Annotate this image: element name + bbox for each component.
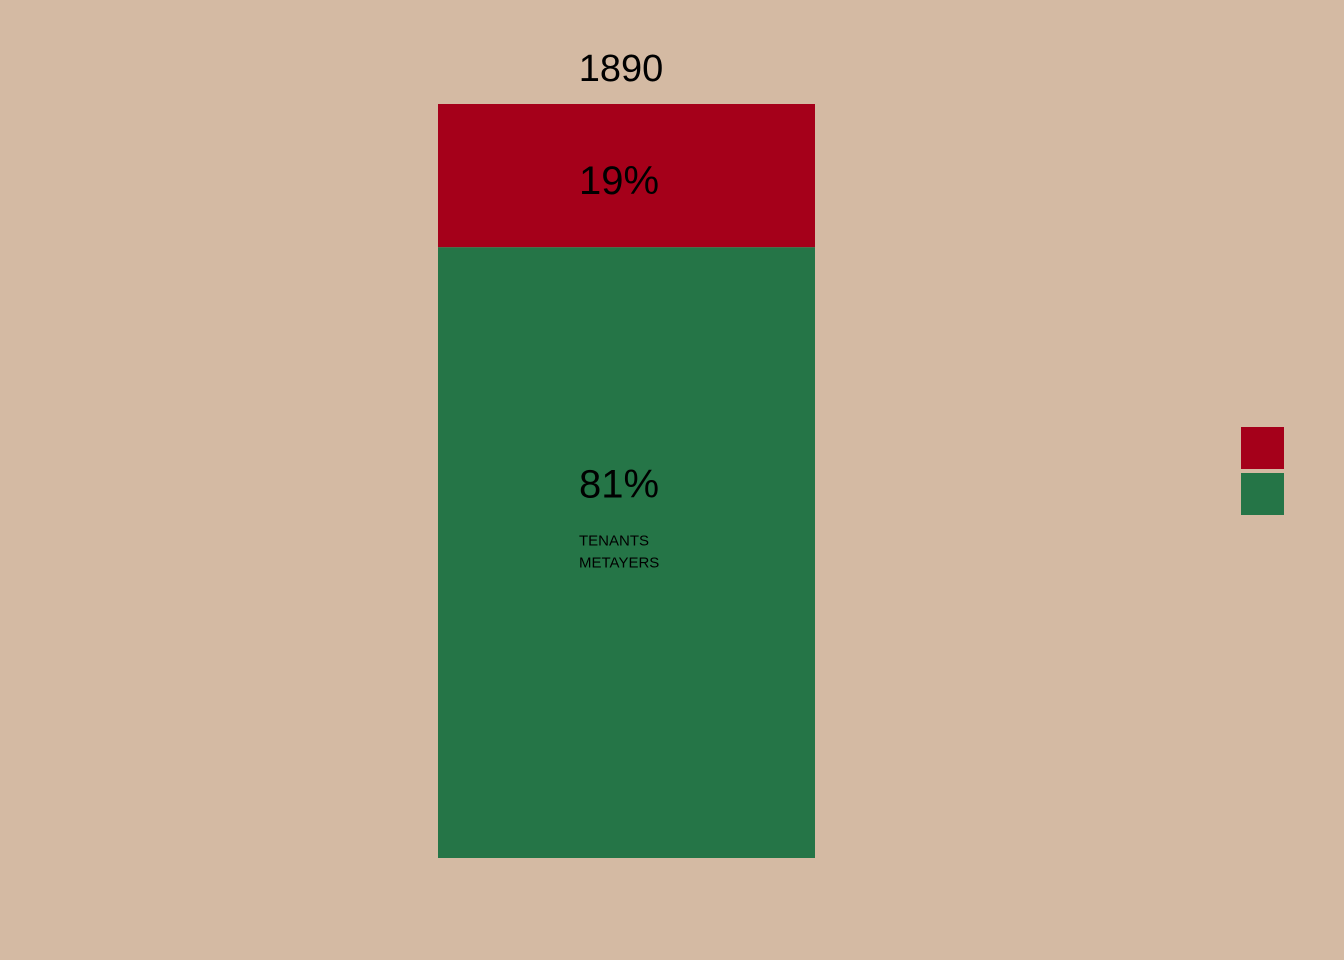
- legend-swatch-2: [1241, 473, 1284, 515]
- data-label-segment-2: 81%: [579, 462, 659, 506]
- annotation-line-1: TENANTS: [579, 532, 649, 549]
- segment-annotation: TENANTS METAYERS: [579, 532, 659, 571]
- annotation-line-2: METAYERS: [579, 554, 659, 571]
- legend: [1241, 427, 1284, 515]
- bar-segment-1: [438, 104, 815, 248]
- bar-labels: 19% 81%: [579, 159, 659, 506]
- bar-segment-2: [438, 247, 815, 858]
- category-label-1890: 1890: [579, 48, 664, 90]
- legend-swatch-1: [1241, 427, 1284, 469]
- bar-stack: [438, 104, 815, 858]
- data-label-segment-1: 19%: [579, 159, 659, 203]
